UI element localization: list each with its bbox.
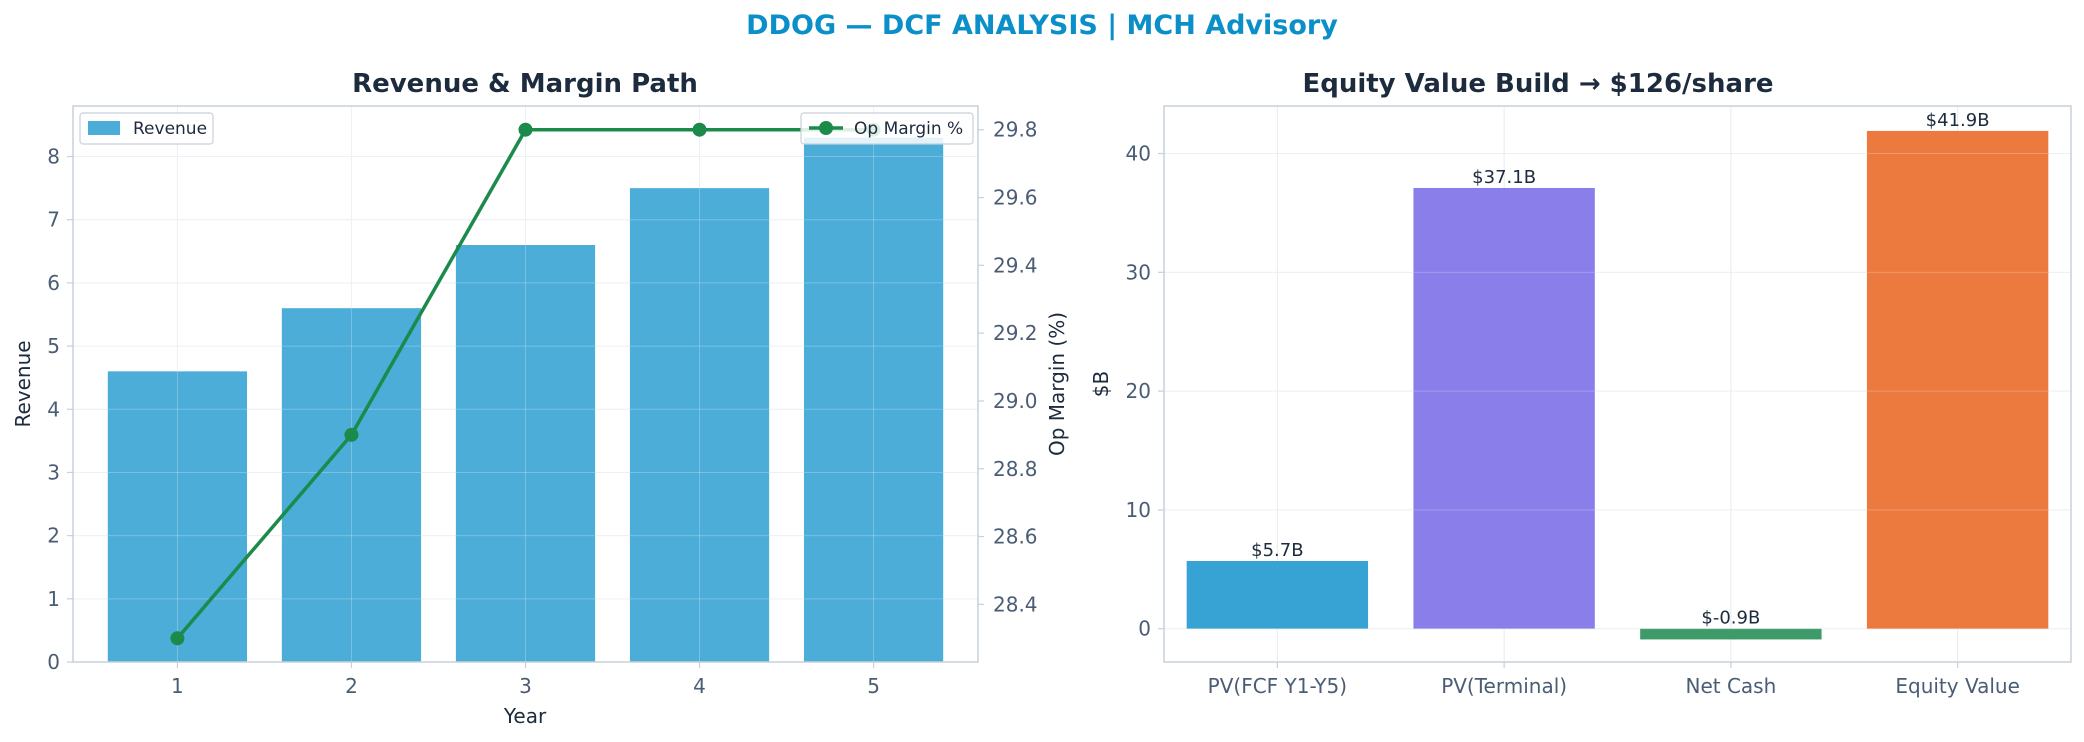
margin-legend-label: Op Margin % — [854, 119, 963, 139]
right-y-ticks: 28.4 28.6 28.8 29.0 29.2 29.4 29.6 29.8 — [978, 118, 1038, 616]
revenue-tick-label: 4 — [47, 397, 60, 421]
revenue-margin-chart: Revenue & Margin Path 0 1 2 3 4 5 6 7 8 28.4 28.6… — [11, 69, 1069, 728]
op-margin-point — [170, 631, 185, 646]
revenue-bar — [803, 137, 944, 662]
revenue-tick-label: 1 — [47, 587, 60, 611]
equity-tick-label: 10 — [1126, 498, 1151, 522]
equity-data-labels: $5.7B $37.1B $-0.9B $41.9B — [1251, 110, 1989, 629]
revenue-chart-title: Revenue & Margin Path — [352, 69, 698, 99]
figure-title: DDOG — DCF ANALYSIS | MCH Advisory — [746, 10, 1338, 41]
equity-category-label: PV(Terminal) — [1441, 674, 1567, 698]
revenue-legend: Revenue — [79, 112, 214, 145]
year-ticks: 1 2 3 4 5 — [171, 662, 880, 698]
equity-tick-label: 0 — [1138, 617, 1151, 641]
revenue-tick-label: 2 — [47, 524, 60, 548]
revenue-axis-label: Revenue — [11, 340, 35, 427]
margin-legend-box — [800, 112, 974, 145]
equity-bar — [1640, 628, 1822, 640]
margin-tick-label: 29.6 — [993, 186, 1038, 210]
equity-value-chart: Equity Value Build → $126/share 0 10 20 30 4… — [1089, 69, 2072, 698]
equity-axis-label: $B — [1089, 371, 1113, 397]
revenue-tick-label: 3 — [47, 460, 60, 484]
equity-x-ticks: PV(FCF Y1-Y5) PV(Terminal) Net Cash Equity … — [1208, 662, 2020, 698]
equity-bar — [1866, 130, 2049, 629]
equity-plot-frame — [1163, 105, 2072, 663]
margin-tick-label: 28.4 — [993, 592, 1038, 616]
equity-chart-title: Equity Value Build → $126/share — [1302, 69, 1773, 99]
margin-tick-label: 28.6 — [993, 525, 1038, 549]
margin-tick-label: 29.2 — [993, 321, 1038, 345]
equity-category-label: PV(FCF Y1-Y5) — [1208, 674, 1347, 698]
revenue-bar — [107, 371, 248, 662]
margin-tick-label: 29.4 — [993, 253, 1038, 277]
revenue-bar — [281, 308, 422, 662]
equity-value-label: $-0.9B — [1701, 608, 1760, 629]
equity-category-label: Net Cash — [1685, 674, 1776, 698]
revenue-tick-label: 0 — [47, 650, 60, 674]
revenue-tick-label: 5 — [47, 334, 60, 358]
year-tick-label: 3 — [519, 674, 532, 698]
revenue-bar — [629, 188, 770, 663]
op-margin-point — [692, 122, 707, 137]
equity-tick-label: 30 — [1126, 260, 1151, 284]
year-tick-label: 1 — [171, 674, 184, 698]
margin-tick-label: 28.8 — [993, 457, 1038, 481]
year-tick-label: 2 — [345, 674, 358, 698]
equity-value-label: $41.9B — [1926, 110, 1990, 131]
equity-bars — [1164, 130, 2071, 640]
revenue-tick-label: 6 — [47, 271, 60, 295]
margin-axis-label: Op Margin (%) — [1045, 312, 1069, 456]
equity-category-label: Equity Value — [1895, 674, 2020, 698]
year-axis-label: Year — [503, 704, 547, 728]
revenue-tick-label: 8 — [47, 145, 60, 169]
margin-tick-label: 29.8 — [993, 118, 1038, 142]
left-y-ticks: 0 1 2 3 4 5 6 7 8 — [47, 145, 73, 674]
year-tick-label: 5 — [867, 674, 880, 698]
equity-bar — [1186, 561, 1369, 629]
equity-bar — [1413, 187, 1595, 629]
op-margin-point — [344, 427, 359, 442]
revenue-bars — [73, 106, 978, 663]
revenue-tick-label: 7 — [47, 208, 60, 232]
revenue-legend-label: Revenue — [133, 119, 207, 139]
revenue-legend-swatch — [88, 121, 120, 135]
equity-tick-label: 20 — [1126, 379, 1151, 403]
revenue-legend-box — [79, 112, 214, 145]
year-tick-label: 4 — [693, 674, 706, 698]
equity-y-ticks: 0 10 20 30 40 — [1126, 142, 1164, 641]
equity-tick-label: 40 — [1126, 142, 1151, 166]
margin-tick-label: 29.0 — [993, 389, 1038, 413]
equity-value-label: $37.1B — [1472, 167, 1536, 188]
op-margin-point — [518, 122, 533, 137]
equity-value-label: $5.7B — [1251, 540, 1303, 561]
margin-legend: Op Margin % — [800, 112, 974, 145]
margin-legend-marker — [819, 121, 833, 135]
revenue-bar — [455, 245, 596, 662]
